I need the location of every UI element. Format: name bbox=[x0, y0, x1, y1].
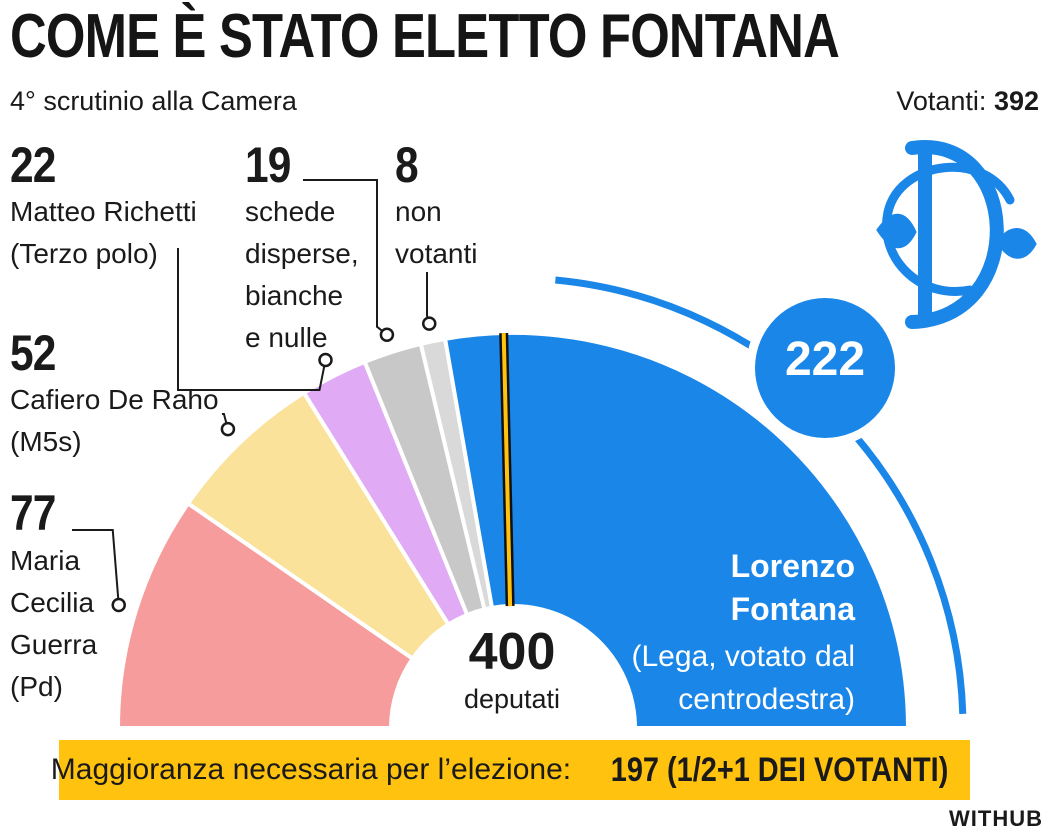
page-title: COME È STATO ELETTO FONTANA bbox=[10, 2, 840, 71]
label-line: non bbox=[395, 196, 442, 227]
label-line: Maria bbox=[10, 545, 81, 576]
winner-party: (Lega, votato dal centrodestra) bbox=[632, 635, 856, 721]
winner-name: Lorenzo Fontana bbox=[731, 545, 855, 631]
total-value: 400 bbox=[468, 623, 556, 681]
nonvotanti-value: 8 bbox=[395, 137, 419, 193]
label-line: Cecilia bbox=[10, 587, 95, 618]
majority-line bbox=[501, 333, 513, 607]
label-line: disperse, bbox=[245, 238, 359, 269]
schede-value: 19 bbox=[245, 137, 291, 193]
leader-schede-dot bbox=[379, 327, 395, 342]
nonvotanti-label: non votanti bbox=[395, 191, 478, 275]
leader-cafiero-dot bbox=[220, 421, 236, 437]
slice-fontana bbox=[442, 331, 911, 730]
richetti-label: Matteo Richetti (Terzo polo) bbox=[10, 191, 197, 275]
voters-label: Votanti: bbox=[896, 86, 987, 116]
camera-emblem-icon bbox=[876, 140, 1037, 329]
cafiero-label: Cafiero De Raho (M5s) bbox=[10, 379, 219, 463]
leader-richetti-line bbox=[177, 248, 327, 391]
label-line: (M5s) bbox=[10, 426, 82, 457]
winner-badge bbox=[746, 289, 904, 447]
label-line: Guerra bbox=[10, 629, 98, 660]
page-subtitle: 4° scrutinio alla Camera bbox=[10, 86, 297, 116]
cafiero-value: 52 bbox=[10, 325, 56, 381]
schede-label: schede disperse, bianche e nulle bbox=[245, 191, 359, 359]
leader-lines-group bbox=[72, 179, 437, 613]
winner-party-line: (Lega, votato dal bbox=[631, 640, 856, 673]
guerra-value: 77 bbox=[10, 485, 56, 541]
label-line: e nulle bbox=[245, 322, 328, 353]
voters-count: Votanti: 392 bbox=[896, 86, 1039, 117]
label-line: (Terzo polo) bbox=[10, 238, 158, 269]
majority-value: 197 (1/2+1 DEI VOTANTI) bbox=[610, 750, 949, 789]
leader-guerra-line bbox=[72, 529, 120, 606]
majority-group bbox=[499, 333, 515, 607]
winner-votes: 222 bbox=[784, 333, 866, 386]
majority-banner: Maggioranza necessaria per l’elezione: 1… bbox=[51, 740, 970, 800]
leader-guerra-dot bbox=[111, 597, 126, 613]
richetti-value: 22 bbox=[10, 137, 56, 193]
voters-value: 392 bbox=[993, 86, 1039, 116]
leader-richetti-dot bbox=[318, 352, 333, 368]
label-line: schede bbox=[245, 196, 336, 227]
majority-text: Maggioranza necessaria per l’elezione: bbox=[50, 753, 572, 786]
leader-nonvotanti-dot bbox=[421, 316, 437, 331]
emblem-group bbox=[876, 140, 1037, 329]
winner-badge-circle bbox=[755, 298, 895, 438]
label-line: (Pd) bbox=[10, 671, 63, 702]
slices-group bbox=[115, 331, 911, 730]
label-line: Cafiero De Raho bbox=[10, 384, 219, 415]
slice-guerra bbox=[115, 500, 416, 730]
label-line: bianche bbox=[245, 280, 344, 311]
label-line: votanti bbox=[395, 238, 478, 269]
leader-nonvotanti-line bbox=[426, 272, 431, 324]
brand-logo: WITHUB bbox=[949, 806, 1043, 831]
total-label: deputati bbox=[463, 684, 561, 714]
winner-name-line: Lorenzo bbox=[730, 548, 855, 584]
winner-name-line: Fontana bbox=[730, 591, 855, 627]
winner-party-line: centrodestra) bbox=[678, 683, 855, 716]
label-line: Matteo Richetti bbox=[10, 196, 197, 227]
guerra-label: Maria Cecilia Guerra (Pd) bbox=[10, 540, 97, 708]
